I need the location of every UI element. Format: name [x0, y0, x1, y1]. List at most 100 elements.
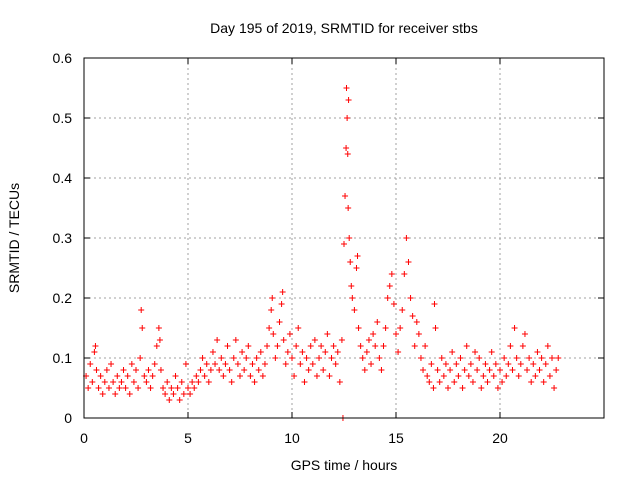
data-point — [509, 367, 516, 373]
data-point — [268, 307, 275, 313]
data-point — [209, 349, 216, 355]
data-point — [269, 295, 276, 301]
data-point — [309, 361, 316, 367]
data-point — [345, 205, 352, 211]
data-point — [255, 367, 262, 373]
data-point — [155, 325, 162, 331]
data-point — [187, 391, 194, 397]
data-point — [237, 373, 243, 379]
data-point — [120, 367, 127, 373]
data-point — [341, 241, 347, 247]
data-point — [376, 355, 383, 361]
data-point — [207, 367, 214, 373]
data-point — [322, 349, 329, 355]
data-point — [546, 373, 553, 379]
data-point — [343, 85, 350, 91]
data-point — [203, 361, 210, 367]
data-point — [99, 391, 106, 397]
data-point — [253, 355, 260, 361]
data-point — [434, 367, 441, 373]
data-point — [193, 373, 200, 379]
data-point — [465, 373, 472, 379]
data-point — [124, 373, 131, 379]
data-point — [365, 337, 372, 343]
data-point — [386, 283, 393, 289]
data-point — [87, 361, 94, 367]
data-point — [85, 385, 92, 391]
data-point — [147, 385, 154, 391]
data-point — [162, 391, 169, 397]
data-point — [338, 337, 345, 343]
data-point — [143, 379, 150, 385]
data-point — [380, 343, 387, 349]
y-tick-labels: 0 0.1 0.2 0.3 0.4 0.5 0.6 — [53, 50, 73, 426]
data-point — [355, 325, 362, 331]
data-point — [432, 325, 439, 331]
data-point — [461, 367, 468, 373]
data-point — [382, 325, 389, 331]
data-point — [95, 385, 102, 391]
data-point — [348, 283, 355, 289]
data-point — [197, 367, 204, 373]
data-point — [459, 385, 466, 391]
data-point — [180, 391, 187, 397]
data-point — [91, 349, 98, 355]
data-point — [409, 313, 416, 319]
data-point — [368, 361, 375, 367]
data-point — [92, 343, 99, 349]
data-point — [172, 373, 179, 379]
data-point — [93, 367, 100, 373]
data-point — [426, 379, 433, 385]
data-point — [216, 367, 223, 373]
data-point — [372, 343, 379, 349]
data-point — [101, 379, 108, 385]
data-point — [503, 373, 510, 379]
data-point — [257, 349, 264, 355]
y-tick-label: 0 — [64, 410, 72, 426]
data-point — [384, 295, 391, 301]
data-point — [153, 343, 160, 349]
data-point — [528, 379, 535, 385]
axis-ticks — [83, 57, 604, 419]
data-point — [553, 367, 560, 373]
data-point — [517, 361, 524, 367]
data-point — [299, 349, 306, 355]
x-tick-label: 0 — [80, 430, 88, 446]
data-point — [168, 385, 175, 391]
data-point — [524, 367, 531, 373]
data-point — [488, 349, 495, 355]
data-point — [344, 151, 351, 157]
data-point — [261, 361, 268, 367]
data-point — [149, 373, 156, 379]
y-tick-label: 0.2 — [53, 290, 73, 306]
data-point — [116, 385, 123, 391]
data-point — [476, 355, 483, 361]
data-point — [191, 385, 198, 391]
data-point — [482, 361, 489, 367]
data-point — [445, 385, 451, 391]
x-tick-label: 15 — [388, 430, 404, 446]
x-tick-label: 20 — [492, 430, 508, 446]
x-axis-label: GPS time / hours — [291, 457, 398, 473]
y-tick-label: 0.1 — [53, 350, 73, 366]
data-point — [182, 361, 189, 367]
data-point — [515, 373, 522, 379]
data-point — [195, 379, 202, 385]
data-point — [251, 379, 258, 385]
data-point — [305, 367, 312, 373]
data-point — [438, 355, 445, 361]
data-point — [293, 343, 300, 349]
data-point — [361, 367, 368, 373]
data-point — [264, 343, 271, 349]
data-point — [440, 373, 447, 379]
data-point — [332, 361, 339, 367]
data-point — [374, 319, 381, 325]
data-point — [363, 349, 370, 355]
data-point — [212, 361, 219, 367]
data-point — [343, 145, 350, 151]
data-point — [388, 271, 395, 277]
data-point — [538, 355, 545, 361]
data-point — [139, 325, 146, 331]
data-point — [324, 331, 331, 337]
data-point — [428, 361, 435, 367]
